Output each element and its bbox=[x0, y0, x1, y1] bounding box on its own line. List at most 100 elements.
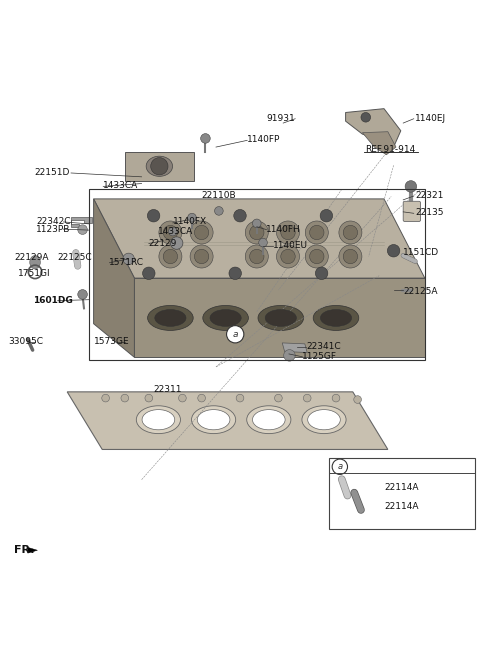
Polygon shape bbox=[362, 131, 396, 155]
Polygon shape bbox=[67, 392, 388, 449]
Ellipse shape bbox=[258, 306, 303, 330]
Circle shape bbox=[170, 237, 183, 249]
Text: 22342C: 22342C bbox=[36, 217, 71, 227]
Text: 1151CD: 1151CD bbox=[403, 248, 439, 257]
Text: 1601DG: 1601DG bbox=[33, 296, 72, 305]
Circle shape bbox=[245, 245, 268, 268]
Circle shape bbox=[159, 221, 182, 244]
Text: 22129: 22129 bbox=[149, 238, 177, 248]
Circle shape bbox=[339, 245, 362, 268]
Circle shape bbox=[163, 249, 178, 263]
Circle shape bbox=[229, 267, 241, 279]
Circle shape bbox=[281, 225, 295, 240]
Circle shape bbox=[190, 221, 213, 244]
Circle shape bbox=[284, 350, 295, 361]
Text: 22125C: 22125C bbox=[58, 253, 92, 262]
Polygon shape bbox=[71, 217, 92, 227]
Circle shape bbox=[405, 181, 417, 193]
Circle shape bbox=[252, 219, 261, 228]
Circle shape bbox=[236, 394, 244, 402]
Circle shape bbox=[179, 394, 186, 402]
Text: 1140FX: 1140FX bbox=[173, 217, 207, 227]
Text: 22129A: 22129A bbox=[14, 253, 49, 262]
Circle shape bbox=[163, 225, 178, 240]
Circle shape bbox=[305, 245, 328, 268]
Circle shape bbox=[159, 245, 182, 268]
Bar bbox=[329, 458, 475, 529]
FancyBboxPatch shape bbox=[403, 201, 420, 221]
Circle shape bbox=[343, 225, 358, 240]
Text: 22125A: 22125A bbox=[403, 286, 438, 296]
Circle shape bbox=[387, 244, 400, 257]
Circle shape bbox=[332, 394, 340, 402]
Text: 22321: 22321 bbox=[415, 191, 444, 200]
Circle shape bbox=[168, 227, 177, 236]
Circle shape bbox=[303, 394, 311, 402]
Text: 22114A: 22114A bbox=[384, 501, 419, 510]
Ellipse shape bbox=[136, 406, 180, 434]
Ellipse shape bbox=[247, 406, 291, 434]
Circle shape bbox=[194, 249, 209, 263]
Polygon shape bbox=[134, 278, 425, 357]
Circle shape bbox=[315, 267, 328, 279]
Polygon shape bbox=[282, 343, 307, 353]
Ellipse shape bbox=[308, 409, 340, 430]
Ellipse shape bbox=[210, 309, 241, 327]
Circle shape bbox=[332, 459, 348, 474]
Circle shape bbox=[78, 225, 87, 235]
Ellipse shape bbox=[265, 309, 296, 327]
Ellipse shape bbox=[192, 406, 236, 434]
Text: 22151D: 22151D bbox=[34, 168, 70, 177]
Polygon shape bbox=[94, 199, 134, 357]
Text: 1433CA: 1433CA bbox=[158, 227, 193, 236]
Polygon shape bbox=[125, 152, 194, 181]
Text: 22135: 22135 bbox=[415, 208, 444, 217]
Circle shape bbox=[259, 238, 267, 247]
Text: 91931: 91931 bbox=[266, 114, 295, 123]
Text: 1140FP: 1140FP bbox=[247, 135, 281, 145]
Circle shape bbox=[198, 394, 205, 402]
Ellipse shape bbox=[302, 406, 346, 434]
Circle shape bbox=[123, 253, 134, 265]
Circle shape bbox=[227, 326, 244, 343]
Text: 1571RC: 1571RC bbox=[109, 258, 144, 267]
Text: FR.: FR. bbox=[14, 545, 35, 555]
Circle shape bbox=[215, 206, 223, 215]
Circle shape bbox=[188, 214, 196, 222]
Text: 1140EU: 1140EU bbox=[273, 241, 308, 250]
Ellipse shape bbox=[142, 409, 175, 430]
Text: 1573GE: 1573GE bbox=[94, 338, 129, 346]
Text: 1125GF: 1125GF bbox=[302, 352, 337, 361]
Ellipse shape bbox=[321, 309, 351, 327]
Circle shape bbox=[151, 158, 168, 175]
Circle shape bbox=[310, 249, 324, 263]
Circle shape bbox=[234, 210, 246, 222]
Circle shape bbox=[194, 225, 209, 240]
Text: 22311: 22311 bbox=[154, 386, 182, 394]
Text: a: a bbox=[232, 330, 238, 339]
Circle shape bbox=[354, 396, 361, 403]
Text: 1751GI: 1751GI bbox=[18, 269, 51, 278]
Text: 33095C: 33095C bbox=[9, 338, 44, 346]
Polygon shape bbox=[28, 547, 37, 553]
Ellipse shape bbox=[313, 306, 359, 330]
Circle shape bbox=[250, 225, 264, 240]
Text: a: a bbox=[337, 463, 342, 471]
Text: 1140FH: 1140FH bbox=[266, 225, 301, 234]
Circle shape bbox=[310, 225, 324, 240]
Circle shape bbox=[320, 210, 333, 222]
Circle shape bbox=[121, 394, 129, 402]
Circle shape bbox=[201, 133, 210, 143]
Ellipse shape bbox=[146, 156, 173, 176]
Circle shape bbox=[245, 221, 268, 244]
Text: 22341C: 22341C bbox=[306, 342, 341, 351]
Circle shape bbox=[190, 245, 213, 268]
Text: 1140EJ: 1140EJ bbox=[415, 114, 446, 123]
Circle shape bbox=[339, 221, 362, 244]
Circle shape bbox=[281, 249, 295, 263]
Polygon shape bbox=[346, 108, 401, 147]
Text: 1433CA: 1433CA bbox=[103, 181, 138, 190]
Ellipse shape bbox=[147, 306, 193, 330]
Circle shape bbox=[361, 112, 371, 122]
Ellipse shape bbox=[30, 256, 40, 269]
